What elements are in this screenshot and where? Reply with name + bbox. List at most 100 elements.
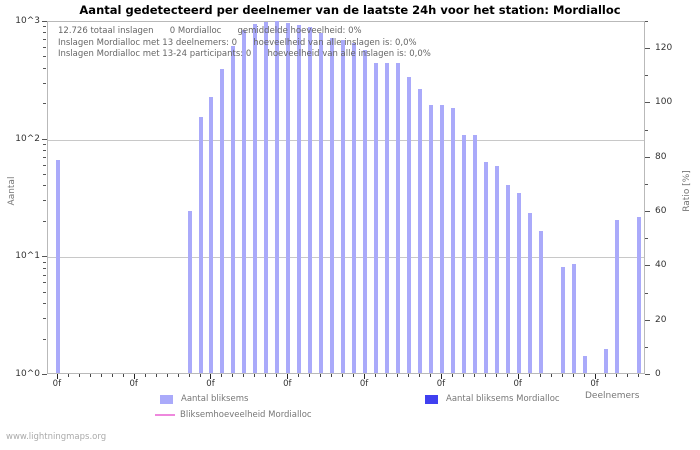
x-axis-minor-tick [243, 374, 245, 377]
x-axis-minor-tick [375, 374, 377, 377]
x-axis-tick-label: 0f [359, 379, 369, 389]
left-axis-minor-tick [43, 317, 46, 319]
x-axis-minor-tick [418, 374, 420, 377]
x-axis-minor-tick [539, 374, 541, 377]
x-axis-minor-tick [320, 374, 322, 377]
left-axis-tick [42, 374, 47, 375]
legend-item-aantal-bliksems-mordialloc[interactable]: Aantal bliksems Mordialloc [425, 394, 560, 404]
legend-label: Bliksemhoeveelheid Mordialloc [180, 410, 312, 420]
bar [286, 22, 291, 373]
left-axis-minor-tick [43, 56, 46, 58]
x-axis-tick [364, 374, 366, 379]
x-axis-tick [56, 374, 58, 379]
x-axis-minor-tick [605, 374, 607, 377]
right-axis-tick [645, 48, 650, 50]
annotation-line: 12.726 totaal inslagen 0 Mordialloc gemi… [58, 26, 362, 36]
left-axis-minor-tick [43, 82, 46, 84]
x-axis-minor-tick [221, 374, 223, 377]
x-axis-tick [133, 374, 135, 379]
x-axis-minor-tick [561, 374, 563, 377]
left-axis-minor-tick [43, 200, 46, 202]
legend-item-aantal-bliksems[interactable]: Aantal bliksems [160, 394, 248, 404]
gridline [48, 257, 644, 259]
x-axis-minor-tick [265, 374, 267, 377]
bar-series [48, 21, 644, 373]
x-axis-tick-label: 0f [206, 379, 215, 389]
annotation-line: Inslagen Mordialloc met 13-24 participan… [58, 49, 431, 59]
bar [582, 355, 587, 373]
bar [209, 97, 214, 373]
bar [253, 23, 258, 373]
x-axis-tick-label: 0f [129, 379, 138, 389]
bar [363, 49, 368, 373]
bar [560, 266, 565, 373]
right-axis-minor-tick [645, 183, 648, 185]
left-axis-minor-tick [43, 274, 46, 276]
annotation-line: Inslagen Mordialloc met 13 deelnemers: 0… [58, 37, 417, 48]
x-axis-minor-tick [572, 374, 574, 377]
x-axis-tick [594, 374, 596, 379]
x-axis-minor-tick [254, 374, 256, 377]
bar [637, 217, 642, 373]
left-axis-minor-tick [43, 291, 46, 293]
right-axis-tick-label: 120 [655, 43, 673, 54]
x-axis-minor-tick [188, 374, 190, 377]
bar [472, 135, 477, 373]
bar [319, 32, 324, 373]
right-axis-tick [645, 102, 650, 104]
watermark: www.lightningmaps.org [6, 432, 107, 442]
x-axis-minor-tick [100, 374, 102, 377]
right-axis-tick-label: 20 [655, 314, 667, 325]
bar [494, 165, 499, 373]
bar [417, 88, 422, 373]
bar [516, 192, 521, 373]
x-axis-tick [440, 374, 442, 379]
left-axis-minor-tick [43, 282, 46, 284]
page-title: Aantal gedetecteerd per deelnemer van de… [79, 3, 621, 17]
legend-item-bliksemhoeveelheid-mordialloc[interactable]: Bliksemhoeveelheid Mordialloc [155, 410, 312, 420]
left-axis-minor-tick [43, 47, 46, 49]
gridline [48, 139, 644, 141]
left-axis-minor-tick [43, 150, 46, 152]
bar [406, 76, 411, 373]
right-axis: 0 20 40 60 80 100 120 [645, 0, 700, 379]
x-axis-minor-tick [429, 374, 431, 377]
bar [297, 25, 302, 373]
x-axis-minor-tick [386, 374, 388, 377]
left-axis-tick-label: 10^0 [15, 369, 40, 379]
x-axis-tick [517, 374, 519, 379]
left-axis-tick [42, 138, 47, 140]
left-axis-title: Aantal [7, 176, 17, 206]
bar [220, 69, 225, 373]
x-axis-minor-tick [473, 374, 475, 377]
bar [55, 159, 60, 373]
x-axis-minor-tick [155, 374, 157, 377]
x-axis-minor-tick [331, 374, 333, 377]
legend-line-icon [155, 414, 175, 416]
right-axis-minor-tick [645, 238, 648, 240]
right-axis-minor-tick [645, 346, 648, 348]
right-axis-tick-label: 100 [655, 97, 673, 108]
right-axis-minor-tick [645, 292, 648, 294]
bar [505, 184, 510, 373]
bar [385, 63, 390, 373]
left-axis-tick-label: 10^1 [15, 251, 40, 262]
x-axis-minor-tick [616, 374, 618, 377]
x-axis-minor-tick [276, 374, 278, 377]
x-axis-minor-tick [407, 374, 409, 377]
right-axis-tick [645, 265, 650, 267]
x-axis-minor-tick [342, 374, 344, 377]
legend-label: Aantal bliksems [181, 394, 249, 404]
x-axis-tick-label: 0f [590, 379, 599, 389]
x-axis-minor-tick [627, 374, 629, 377]
x-axis-minor-tick [638, 374, 640, 377]
x-axis-minor-tick [506, 374, 508, 377]
x-axis-minor-tick [298, 374, 300, 377]
x-axis-minor-tick [462, 374, 464, 377]
x-axis-labels: 0f 0f 0f 0f 0f 0f 0f 0f [47, 379, 645, 393]
right-axis-minor-tick [645, 21, 648, 22]
left-axis-minor-tick [43, 39, 46, 41]
left-axis-minor-tick [43, 144, 46, 146]
bar [341, 39, 346, 373]
bar [308, 27, 313, 373]
